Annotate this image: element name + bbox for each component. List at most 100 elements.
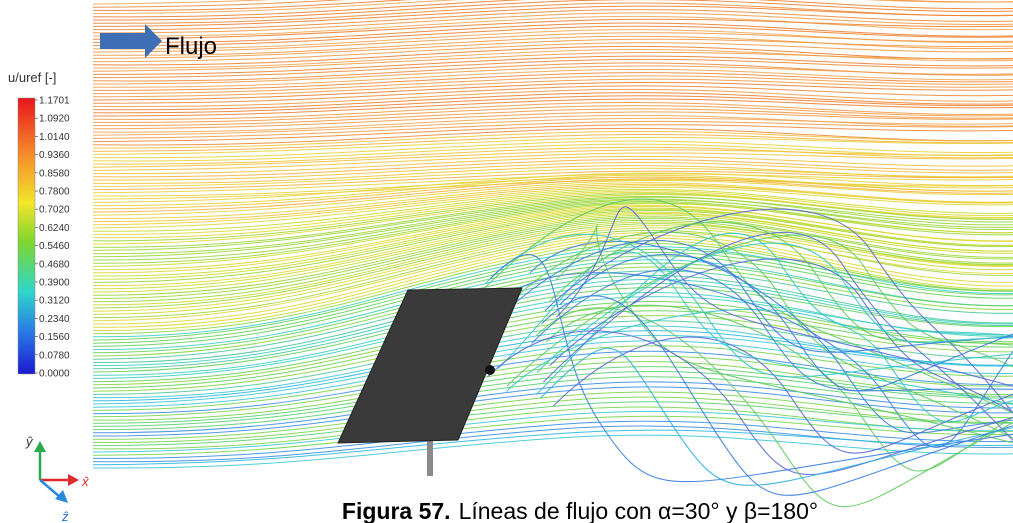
- streamline: [92, 18, 1013, 40]
- streamline: [92, 72, 1013, 91]
- streamline: [92, 55, 1013, 75]
- streamline: [92, 12, 1013, 34]
- streamline: [92, 108, 1013, 127]
- streamline: [92, 227, 1013, 315]
- streamline: [92, 345, 1013, 411]
- streamline: [92, 190, 1013, 235]
- caption-text: Líneas de flujo con α=30° y β=180°: [459, 498, 819, 523]
- streamline: [92, 155, 1013, 175]
- streamline: [92, 178, 1013, 213]
- streamline: [92, 240, 1013, 331]
- streamline: [92, 202, 1013, 264]
- streamline: [92, 274, 1013, 363]
- streamline: [92, 376, 1013, 431]
- streamline: [92, 217, 1013, 299]
- streamline: [92, 194, 1013, 245]
- streamline: [92, 124, 1013, 143]
- streamline: [92, 78, 1013, 98]
- streamline: [92, 170, 1013, 191]
- streamline: [92, 105, 1013, 123]
- colorbar-tick-label: 0.0000: [39, 369, 70, 380]
- streamline: [92, 158, 1013, 178]
- streamline: [92, 42, 1013, 63]
- streamline: [92, 143, 1013, 162]
- streamline: [92, 191, 1013, 239]
- streamline: [92, 9, 1013, 31]
- streamline: [92, 25, 1013, 47]
- streamline: [92, 401, 1013, 447]
- colorbar-ticks: 1.1701 1.0920 1.0140 0.9360 0.8580 0.7800 0.70…: [35, 96, 70, 380]
- streamlines: [92, 0, 1013, 508]
- streamline: [92, 434, 1013, 469]
- y-axis-head: [34, 441, 46, 452]
- wake-streamline: [540, 347, 1013, 486]
- streamline: [92, 350, 1013, 415]
- colorbar-tick-label: 1.0140: [39, 132, 70, 143]
- streamline: [92, 251, 1013, 344]
- streamline: [92, 246, 1013, 338]
- streamline: [92, 111, 1013, 130]
- streamline: [92, 391, 1013, 440]
- streamline: [92, 214, 1013, 293]
- wake-streamline: [545, 304, 1013, 472]
- colorbar-tick-label: 1.1701: [39, 96, 70, 107]
- streamline: [92, 15, 1013, 37]
- wake-streamline: [506, 234, 1013, 387]
- colorbar-tick-label: 0.4680: [39, 259, 70, 270]
- streamline: [92, 188, 1013, 232]
- streamline: [92, 88, 1013, 108]
- streamline: [92, 0, 1013, 15]
- streamline: [92, 68, 1013, 88]
- x-axis-head: [68, 474, 79, 486]
- streamline: [92, 270, 1013, 360]
- streamline: [92, 286, 1013, 373]
- colorbar-tick-label: 0.0780: [39, 350, 70, 361]
- colorbar-tick-label: 0.9360: [39, 150, 70, 161]
- caption-label: Figura 57.: [342, 498, 451, 523]
- streamline: [92, 320, 1013, 395]
- colorbar-tick-label: 0.8580: [39, 168, 70, 179]
- streamline: [92, 340, 1013, 408]
- streamline: [92, 133, 1013, 152]
- streamline: [92, 117, 1013, 136]
- streamline: [92, 208, 1013, 280]
- wake-streamline: [484, 233, 1013, 378]
- wake-streamline: [544, 208, 1013, 414]
- streamline: [92, 92, 1013, 111]
- streamline: [92, 223, 1013, 309]
- streamline: [92, 49, 1013, 69]
- streamline: [92, 406, 1013, 450]
- streamline: [92, 120, 1013, 139]
- pole: [427, 438, 433, 476]
- streamline: [92, 206, 1013, 274]
- streamline: [92, 0, 1013, 18]
- streamline: [92, 5, 1013, 27]
- panel-joint: [485, 365, 495, 375]
- streamline: [92, 361, 1013, 421]
- streamline: [92, 225, 1013, 312]
- colorbar-tick-label: 0.3120: [39, 296, 70, 307]
- streamline: [92, 248, 1013, 341]
- streamline: [92, 366, 1013, 424]
- wake-streamline: [490, 239, 1013, 353]
- streamline: [92, 185, 1013, 226]
- streamline: [92, 262, 1013, 354]
- streamline: [92, 0, 1013, 11]
- colorbar-tick-label: 0.1560: [39, 332, 70, 343]
- streamline: [92, 0, 274, 5]
- streamline: [92, 229, 1013, 319]
- streamline: [92, 75, 1013, 95]
- wake-streamline: [555, 224, 1013, 444]
- wake-streamline: [535, 233, 1013, 396]
- wake-streamline: [559, 253, 1013, 392]
- streamline: [92, 410, 1013, 453]
- wake-streamline: [493, 272, 1013, 448]
- colorbar-title: u/uref [-]: [8, 70, 56, 85]
- x-axis-label: x̂: [81, 474, 89, 489]
- streamline: [92, 255, 1013, 347]
- streamline: [92, 130, 1013, 149]
- streamline: [92, 152, 1013, 171]
- wake-streamline: [535, 307, 1013, 508]
